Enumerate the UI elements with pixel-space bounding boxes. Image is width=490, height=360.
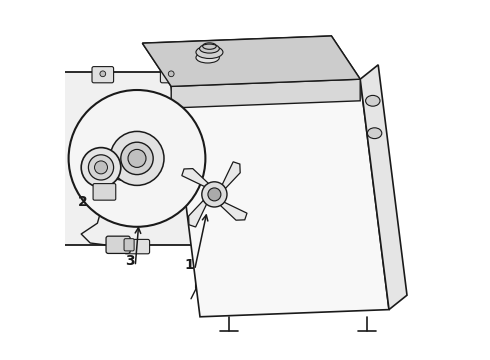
FancyBboxPatch shape: [124, 239, 149, 254]
FancyBboxPatch shape: [124, 239, 134, 251]
FancyBboxPatch shape: [93, 184, 116, 200]
Text: 2: 2: [78, 195, 88, 208]
Polygon shape: [220, 72, 226, 251]
Polygon shape: [143, 36, 360, 86]
Polygon shape: [360, 65, 407, 310]
Circle shape: [95, 161, 107, 174]
Polygon shape: [143, 36, 360, 86]
Text: 1: 1: [184, 258, 194, 271]
Circle shape: [121, 142, 153, 175]
Circle shape: [208, 188, 221, 201]
Ellipse shape: [196, 46, 223, 58]
FancyBboxPatch shape: [92, 67, 114, 83]
Polygon shape: [222, 162, 240, 188]
Bar: [54, 72, 220, 245]
Polygon shape: [171, 79, 389, 317]
Circle shape: [88, 155, 114, 180]
Polygon shape: [220, 202, 247, 220]
Ellipse shape: [368, 128, 382, 139]
Circle shape: [69, 90, 205, 227]
Ellipse shape: [366, 95, 380, 106]
Polygon shape: [112, 153, 130, 182]
Polygon shape: [182, 168, 208, 186]
Circle shape: [128, 149, 146, 167]
Ellipse shape: [196, 52, 220, 63]
FancyBboxPatch shape: [106, 236, 130, 253]
Polygon shape: [171, 79, 360, 108]
Ellipse shape: [199, 44, 220, 53]
Circle shape: [81, 148, 121, 187]
Polygon shape: [189, 201, 207, 227]
Circle shape: [169, 71, 174, 77]
Text: 3: 3: [125, 254, 135, 268]
FancyBboxPatch shape: [160, 67, 182, 83]
Circle shape: [100, 71, 106, 77]
Circle shape: [110, 131, 164, 185]
Circle shape: [202, 182, 227, 207]
